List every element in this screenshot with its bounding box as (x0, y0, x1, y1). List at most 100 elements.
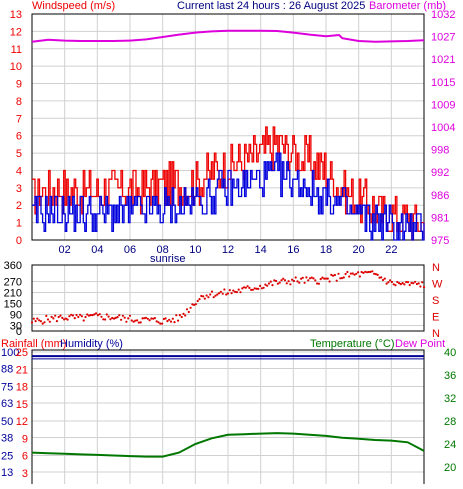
direction-point (139, 321, 142, 324)
direction-point (237, 288, 240, 291)
direction-point (244, 286, 247, 289)
direction-point (392, 283, 395, 286)
direction-point (260, 287, 263, 290)
direction-point (193, 303, 196, 306)
direction-point (312, 277, 315, 280)
barometer-tick-label: 981 (431, 212, 449, 224)
direction-point (301, 276, 304, 279)
wind-panel-frame (31, 13, 425, 241)
direction-point (251, 288, 254, 291)
direction-point (111, 316, 114, 320)
windspeed-tick-label: 4 (16, 165, 22, 177)
degree-tick-label: 210 (4, 288, 22, 300)
direction-point (376, 273, 379, 276)
direction-point (102, 318, 105, 321)
direction-point (143, 317, 146, 320)
windspeed-tick-label: 11 (11, 44, 22, 56)
direction-point (289, 283, 292, 286)
hour-tick-label: 04 (91, 244, 103, 256)
windspeed-tick-label: 2 (16, 200, 22, 212)
hour-axis: 02 04 06 08 10 12 14 16 18 20 22 (59, 244, 398, 256)
direction-point (273, 279, 276, 282)
direction-point (187, 310, 190, 314)
direction-point (178, 314, 181, 317)
windspeed-tick-label: 0 (16, 235, 22, 247)
direction-point (255, 287, 258, 290)
direction-point (371, 270, 374, 273)
direction-point (207, 296, 210, 299)
direction-point (225, 293, 228, 296)
direction-point (148, 319, 151, 322)
direction-point (43, 321, 46, 324)
direction-point (55, 320, 59, 323)
direction-point (136, 319, 139, 322)
direction-point (52, 317, 55, 320)
direction-point (107, 315, 110, 318)
direction-point (132, 320, 135, 323)
hour-tick-label: 20 (353, 244, 365, 256)
direction-point (87, 314, 91, 317)
direction-point (280, 279, 283, 282)
direction-point (118, 314, 121, 317)
temperature-tick-label: 24 (444, 439, 456, 451)
direction-point (369, 270, 372, 273)
direction-point (54, 314, 57, 317)
direction-point (374, 273, 377, 276)
direction-point (282, 277, 285, 280)
direction-point (96, 314, 99, 317)
direction-point (403, 283, 406, 286)
direction-point (365, 271, 369, 274)
rainfall-tick-label: 12 (16, 416, 28, 428)
temperature-title: Temperature (°C) (310, 338, 394, 350)
temperature-tick-label: 32 (444, 393, 456, 405)
direction-point (57, 315, 60, 319)
hour-tick-label: 08 (157, 244, 169, 256)
direction-point (116, 316, 119, 319)
direction-point (182, 312, 185, 315)
direction-point (166, 320, 169, 323)
direction-point (421, 281, 424, 284)
rainfall-tick-label: 3 (22, 468, 28, 480)
direction-point (326, 277, 329, 280)
direction-point (241, 287, 244, 290)
direction-point (264, 283, 267, 286)
direction-point (162, 317, 165, 321)
direction-point (383, 277, 386, 280)
direction-point (314, 279, 317, 282)
direction-point (275, 279, 278, 283)
direction-point (152, 317, 155, 320)
windspeed-tick-label: 7 (16, 113, 22, 125)
windspeed-tick-label: 8 (16, 96, 22, 108)
direction-point (30, 321, 34, 324)
direction-point (123, 316, 126, 319)
direction-point (390, 280, 393, 284)
barometer-tick-label: 1009 (431, 99, 455, 111)
direction-point (360, 270, 363, 274)
barometer-tick-label: 992 (431, 167, 449, 179)
rainfall-tick-label: 25 (16, 347, 28, 359)
direction-point (112, 317, 116, 320)
direction-point (137, 321, 140, 324)
direction-point (287, 280, 290, 283)
direction-point (219, 290, 222, 293)
direction-point (198, 298, 201, 301)
direction-point (175, 314, 178, 317)
direction-point (212, 296, 215, 299)
direction-point (396, 280, 399, 284)
degree-tick-label: 90 (10, 310, 22, 322)
direction-point (169, 320, 173, 323)
direction-point (410, 281, 413, 284)
humidity-tick-label: 75 (1, 382, 13, 394)
direction-point (239, 291, 242, 294)
barometer-tick-label: 998 (431, 145, 449, 157)
direction-point (232, 289, 235, 292)
direction-point (285, 282, 288, 285)
direction-point (79, 313, 82, 316)
direction-point (344, 272, 347, 276)
direction-point (98, 313, 101, 316)
windspeed-tick-label: 3 (16, 183, 22, 195)
direction-point (292, 279, 295, 283)
rainfall-tick-label: 6 (22, 451, 28, 463)
windspeed-tick-label: 5 (16, 148, 22, 160)
